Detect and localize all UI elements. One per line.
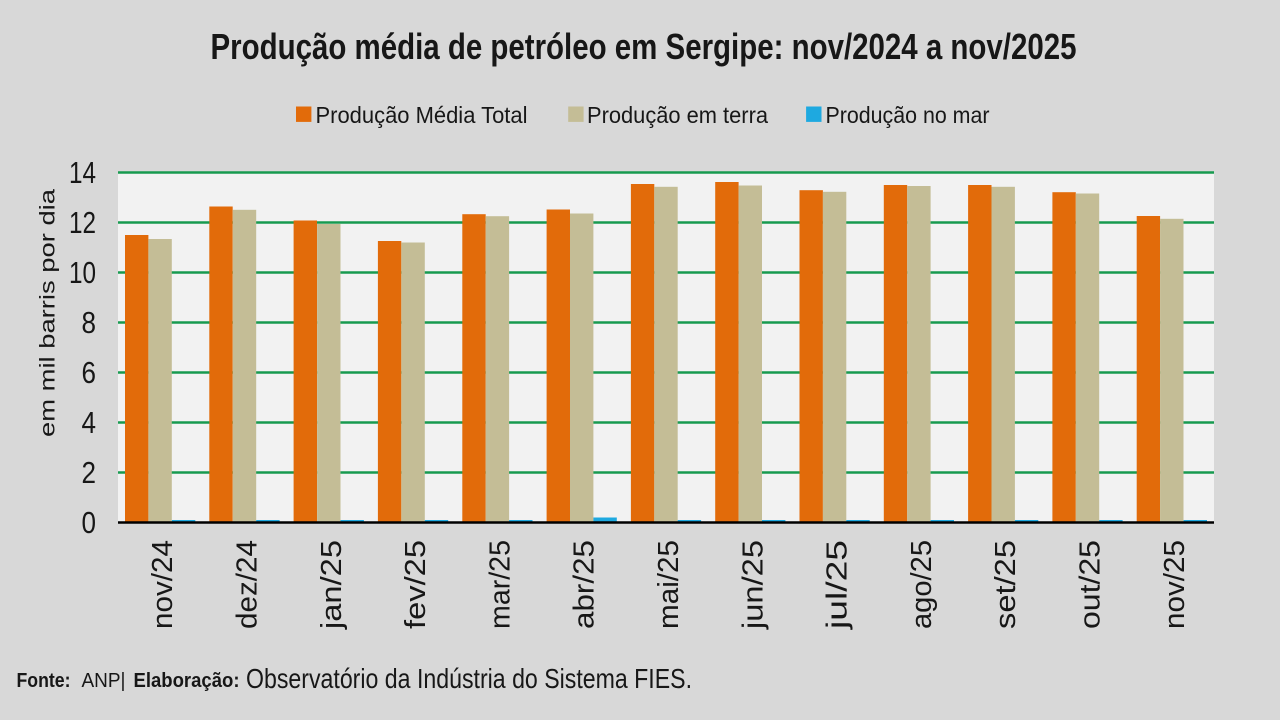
svg-text:set/25: set/25: [990, 540, 1022, 629]
svg-text:ago/25: ago/25: [906, 540, 938, 629]
svg-text:em mil barris por dia: em mil barris por dia: [37, 189, 60, 437]
svg-text:Produção média de petróleo em: Produção média de petróleo em Sergipe: n…: [211, 26, 1077, 67]
svg-text:abr/25: abr/25: [569, 540, 601, 629]
svg-text:2: 2: [82, 455, 97, 490]
svg-text:ANP|: ANP|: [82, 670, 126, 692]
svg-text:4: 4: [82, 405, 97, 440]
svg-text:6: 6: [82, 355, 97, 390]
svg-text:jan/25: jan/25: [316, 540, 348, 630]
svg-text:10: 10: [69, 255, 96, 290]
svg-text:Produção em terra: Produção em terra: [587, 102, 769, 128]
svg-text:0: 0: [82, 505, 97, 540]
svg-text:mar/25: mar/25: [484, 540, 516, 629]
svg-text:12: 12: [69, 205, 96, 240]
svg-text:nov/24: nov/24: [147, 540, 179, 629]
svg-text:mai/25: mai/25: [653, 540, 685, 629]
svg-text:jul/25: jul/25: [822, 540, 854, 630]
svg-text:dez/24: dez/24: [232, 540, 264, 629]
svg-text:out/25: out/25: [1075, 540, 1107, 629]
svg-text:nov/25: nov/25: [1159, 540, 1191, 629]
svg-text:Produção Média Total: Produção Média Total: [316, 102, 528, 128]
svg-text:Fonte:: Fonte:: [17, 670, 71, 692]
svg-text:14: 14: [69, 155, 96, 190]
svg-text:Observatório da Indústria do S: Observatório da Indústria do Sistema FIE…: [246, 663, 692, 694]
svg-text:Elaboração:: Elaboração:: [134, 670, 240, 692]
svg-text:8: 8: [82, 305, 97, 340]
svg-text:jun/25: jun/25: [737, 540, 769, 630]
svg-text:fev/25: fev/25: [400, 540, 432, 629]
svg-text:Produção no mar: Produção no mar: [826, 102, 990, 128]
